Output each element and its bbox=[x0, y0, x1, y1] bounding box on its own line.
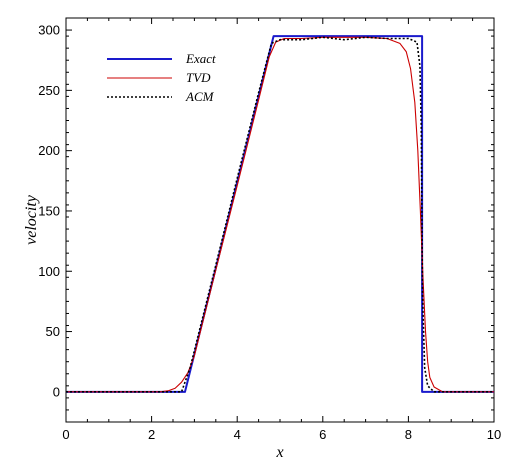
series-layer bbox=[66, 35, 494, 393]
x-tick-label: 4 bbox=[234, 427, 241, 442]
y-tick-label: 250 bbox=[38, 83, 60, 98]
x-tick-label: 6 bbox=[319, 427, 326, 442]
series-line-tvd bbox=[66, 36, 494, 393]
legend: Exact TVD ACM bbox=[107, 51, 216, 104]
x-tick-label: 8 bbox=[405, 427, 412, 442]
y-tick-label: 200 bbox=[38, 143, 60, 158]
legend-label-tvd: TVD bbox=[186, 70, 211, 85]
plot-area-border bbox=[65, 17, 495, 423]
y-tick-label: 50 bbox=[46, 324, 60, 339]
legend-label-exact: Exact bbox=[185, 51, 216, 66]
series-line-exact bbox=[66, 35, 494, 393]
x-tick-label: 0 bbox=[62, 427, 69, 442]
y-tick-label: 0 bbox=[53, 384, 60, 399]
x-tick-label: 10 bbox=[487, 427, 501, 442]
y-tick-label: 300 bbox=[38, 23, 60, 38]
series-line-acm bbox=[66, 36, 494, 393]
x-axis-label: x bbox=[275, 444, 283, 461]
x-tick-label: 2 bbox=[148, 427, 155, 442]
tick-marks bbox=[65, 18, 495, 423]
legend-label-acm: ACM bbox=[185, 89, 215, 104]
y-axis-label: velocity bbox=[23, 194, 40, 245]
y-tick-label: 150 bbox=[38, 203, 60, 218]
y-tick-label: 100 bbox=[38, 264, 60, 279]
